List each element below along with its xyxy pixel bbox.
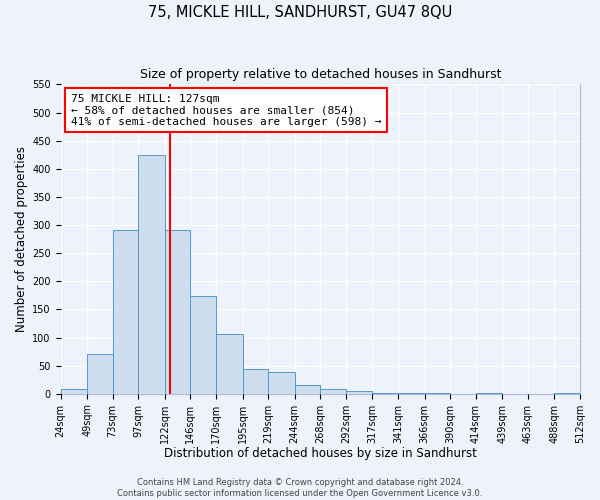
Bar: [425, 393, 450, 394]
Bar: [373, 392, 398, 394]
Text: 75 MICKLE HILL: 127sqm
← 58% of detached houses are smaller (854)
41% of semi-de: 75 MICKLE HILL: 127sqm ← 58% of detached…: [71, 94, 382, 127]
Bar: [398, 393, 425, 394]
Bar: [554, 393, 580, 394]
X-axis label: Distribution of detached houses by size in Sandhurst: Distribution of detached houses by size …: [164, 447, 476, 460]
Bar: [138, 154, 165, 394]
Bar: [165, 230, 190, 394]
Bar: [113, 230, 138, 394]
Bar: [242, 369, 268, 394]
Bar: [476, 393, 502, 394]
Bar: [346, 391, 373, 394]
Text: 75, MICKLE HILL, SANDHURST, GU47 8QU: 75, MICKLE HILL, SANDHURST, GU47 8QU: [148, 5, 452, 20]
Title: Size of property relative to detached houses in Sandhurst: Size of property relative to detached ho…: [140, 68, 501, 80]
Text: Contains HM Land Registry data © Crown copyright and database right 2024.
Contai: Contains HM Land Registry data © Crown c…: [118, 478, 482, 498]
Bar: [268, 372, 295, 394]
Bar: [190, 296, 216, 394]
Bar: [61, 389, 87, 394]
Bar: [216, 334, 242, 394]
Bar: [295, 384, 320, 394]
Bar: [87, 354, 113, 394]
Bar: [320, 389, 346, 394]
Y-axis label: Number of detached properties: Number of detached properties: [15, 146, 28, 332]
